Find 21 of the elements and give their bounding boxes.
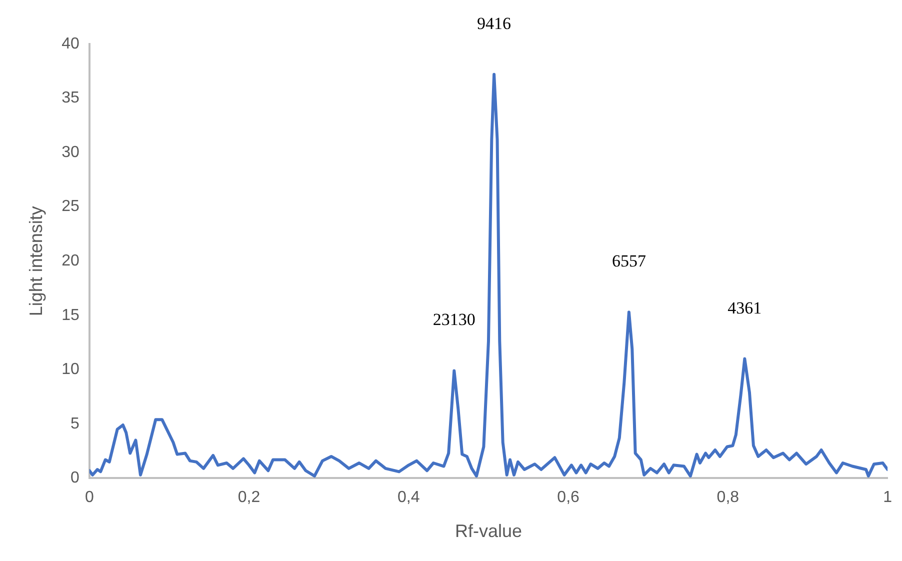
x-tick-label: 0,2 [238,489,260,506]
y-tick-label: 15 [62,306,80,324]
y-axis-title: Light intensity [26,206,46,316]
y-tick-label: 25 [62,198,80,216]
x-tick-label: 1 [883,489,892,506]
y-tick-label: 40 [62,35,80,52]
annotation: 4361 [728,298,762,318]
y-tick-label: 30 [62,144,80,161]
annotation: 9416 [477,14,512,33]
x-tick-label: 0 [84,489,94,506]
x-axis-title: Rf-value [454,521,522,542]
annotation: 23130 [432,310,476,330]
annotation: 6557 [612,252,646,271]
y-tick-label: 0 [70,470,80,487]
y-tick-label: 10 [62,361,80,378]
y-tick-label: 5 [70,415,80,432]
x-tick-label: 0,4 [398,489,420,506]
y-tick-label: 35 [62,90,80,107]
y-tick-label: 20 [62,252,80,270]
x-tick-label: 0,8 [716,489,740,506]
x-tick-label: 0,6 [557,489,580,506]
